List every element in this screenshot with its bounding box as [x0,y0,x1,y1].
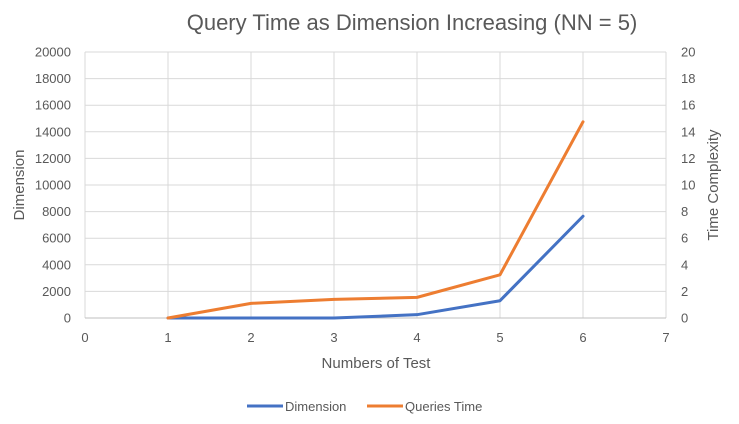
legend-queries-time-label: Queries Time [405,399,482,414]
x-tick-label: 5 [496,330,503,345]
x-tick-label: 0 [81,330,88,345]
x-axis-title: Numbers of Test [322,355,432,372]
y-left-tick-label: 2000 [42,284,71,299]
y-axis-right-title: Time Complexity [705,129,722,241]
y-left-tick-label: 20000 [35,45,71,60]
y-right-tick-label: 4 [681,257,688,272]
legend: Dimension Queries Time [247,399,482,414]
y-left-tick-label: 6000 [42,231,71,246]
y-left-tick-label: 18000 [35,71,71,86]
x-tick-label: 2 [247,330,254,345]
y-right-tick-label: 16 [681,98,695,113]
y-left-tick-label: 12000 [35,151,71,166]
series-layer [166,120,585,320]
x-tick-label: 1 [164,330,171,345]
x-tick-label: 6 [579,330,586,345]
y-right-tick-label: 14 [681,124,695,139]
y-left-tick-label: 16000 [35,98,71,113]
y-left-tick-label: 8000 [42,204,71,219]
y-right-tick-label: 0 [681,311,688,326]
y-right-tick-label: 12 [681,151,695,166]
x-tick-label: 3 [330,330,337,345]
y-left-tick-label: 10000 [35,178,71,193]
y-axis-left-title: Dimension [11,150,28,221]
axes-layer: 0200040006000800010000120001400016000180… [35,45,696,346]
y-left-tick-label: 14000 [35,124,71,139]
chart-title: Query Time as Dimension Increasing (NN =… [187,10,638,35]
legend-dimension-label: Dimension [285,399,346,414]
x-tick-label: 4 [413,330,420,345]
y-right-tick-label: 10 [681,178,695,193]
y-right-tick-label: 8 [681,204,688,219]
series-line-dimension [166,214,585,320]
y-right-tick-label: 20 [681,45,695,60]
y-right-tick-label: 2 [681,284,688,299]
labels-layer: Query Time as Dimension Increasing (NN =… [11,10,722,372]
y-right-tick-label: 18 [681,71,695,86]
grid-layer [84,51,667,318]
x-tick-label: 7 [662,330,669,345]
y-left-tick-label: 0 [64,311,71,326]
y-right-tick-label: 6 [681,231,688,246]
y-left-tick-label: 4000 [42,257,71,272]
series-line-queries-time [166,120,585,320]
